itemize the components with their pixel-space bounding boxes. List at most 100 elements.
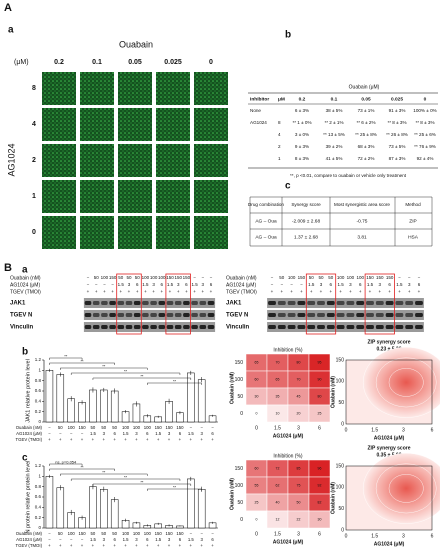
table-cell: HSA (408, 234, 419, 240)
band-label: JAK1 (226, 301, 242, 307)
bar (45, 370, 54, 423)
cell-value: 70 (276, 360, 280, 364)
well-image (80, 216, 114, 249)
y-tick-label: 100 (336, 485, 345, 491)
lane-label: 6 (210, 282, 213, 287)
axis-title: AG1024 (6, 143, 16, 176)
lane-label: + (280, 289, 283, 294)
bar (78, 402, 86, 423)
lane-label: 3 (349, 282, 352, 287)
synergy-map (363, 347, 440, 418)
lane-label: − (103, 282, 106, 287)
lane-label: + (144, 289, 147, 294)
band (395, 325, 404, 329)
band (366, 325, 374, 329)
axis-title: Ouabain (nM) (330, 482, 336, 514)
band (183, 301, 190, 305)
lane-label: 6 (136, 282, 139, 287)
cell-value: 96 (318, 466, 322, 470)
y-tick-label: 150 (235, 360, 244, 366)
table-cell: 9 ± 3% (295, 144, 309, 149)
panel-label: c (22, 453, 28, 464)
lane-label: 1.5 (118, 282, 125, 287)
band (125, 313, 133, 317)
table-cell: 6 ± 3% (295, 108, 309, 113)
band (166, 325, 174, 329)
band (277, 313, 286, 317)
lane-label: − (200, 531, 203, 536)
band (158, 313, 166, 317)
lane-label: − (418, 275, 421, 280)
lane-label: − (190, 425, 193, 430)
band (109, 301, 116, 305)
y-tick-label: 0 (341, 421, 344, 427)
table-cell: 3 ± 0% (295, 132, 309, 137)
blot-strip (83, 310, 216, 320)
band (326, 313, 335, 317)
x-tick-label: 0 (345, 427, 348, 433)
table-cell: ** 25 ± 8% (355, 132, 377, 137)
lane-label: + (103, 289, 106, 294)
table-cell: 8 ± 3% (295, 156, 309, 161)
table-cell: 41 ± 5% (326, 156, 343, 161)
lane-label: + (70, 437, 73, 442)
lane-label: + (349, 289, 352, 294)
significance-bracket (70, 478, 181, 481)
axis-title: Ouabain (nM) (229, 372, 235, 404)
band (125, 301, 133, 305)
band (268, 301, 276, 305)
table-note: **, p <0.01, compare to ouabain or vehic… (290, 173, 407, 178)
lane-label: 3 (128, 282, 131, 287)
lane-label: 100 (150, 275, 158, 280)
band (191, 313, 198, 317)
band (101, 325, 108, 329)
y-tick-label: 0 (38, 419, 41, 424)
well-image (156, 144, 190, 177)
lane-label: 6 (113, 431, 116, 436)
axis-title: AG1024 (μM) (273, 539, 304, 545)
lane-label: 50 (135, 275, 141, 280)
lane-label: + (146, 437, 149, 442)
bar (165, 401, 173, 423)
row-label: 0 (32, 229, 36, 236)
lane-label: 3 (320, 282, 323, 287)
lane-label: 100 (133, 425, 141, 430)
lane-label: 50 (91, 531, 96, 536)
table-cell: ** 8 ± 3% (387, 120, 406, 125)
band-label: JAK1 (10, 301, 26, 307)
band-label: Vinculin (226, 325, 250, 331)
lane-label: 150 (386, 275, 394, 280)
lane-label: 50 (58, 425, 63, 430)
lane-label: 50 (94, 275, 100, 280)
band (307, 313, 316, 317)
lane-label: − (70, 537, 73, 542)
y-tick-label: 0.4 (35, 505, 42, 510)
cell-value: 95 (318, 360, 322, 364)
table-cell: ** 76 ± 9% (414, 144, 436, 149)
band (356, 325, 365, 329)
band (366, 301, 374, 305)
cell-value: 70 (297, 377, 301, 381)
x-tick-label: 3 (402, 533, 405, 539)
table-cell: 92 ± 4% (417, 156, 434, 161)
table-cell: ** 25 ± 6% (414, 132, 436, 137)
well-image (42, 72, 76, 105)
band (317, 313, 325, 317)
bar (100, 389, 108, 423)
lane-label: 3 (135, 537, 138, 542)
bar (100, 489, 108, 529)
panel-label: A (4, 2, 12, 14)
band (92, 313, 100, 317)
cell-value: 92 (318, 483, 322, 487)
well-image (80, 180, 114, 213)
heatmap-title: Inhibition (%) (273, 453, 303, 459)
well-image (194, 180, 228, 213)
band (375, 301, 384, 305)
table-header: 0.025 (391, 96, 403, 102)
significance-bracket (49, 357, 83, 360)
band (375, 325, 384, 329)
table-cell: -0.75 (357, 218, 368, 224)
cell-value: 72 (276, 466, 280, 470)
significance-label: ** (102, 470, 106, 475)
